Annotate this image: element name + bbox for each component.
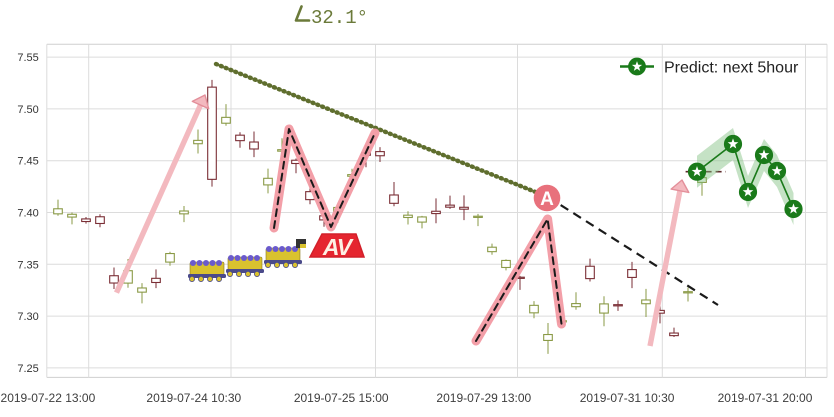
svg-text:2019-07-24 10:30: 2019-07-24 10:30 (146, 391, 241, 405)
svg-text:2019-07-22 13:00: 2019-07-22 13:00 (1, 391, 96, 405)
svg-text:7.50: 7.50 (17, 104, 38, 116)
svg-text:32.1°: 32.1° (311, 7, 368, 29)
svg-text:A: A (540, 189, 554, 210)
svg-text:7.30: 7.30 (17, 311, 38, 323)
svg-text:AV: AV (322, 234, 354, 260)
svg-text:2019-07-29 13:00: 2019-07-29 13:00 (436, 391, 531, 405)
svg-text:2019-07-25 15:00: 2019-07-25 15:00 (294, 391, 389, 405)
svg-text:2019-07-31 10:30: 2019-07-31 10:30 (580, 391, 675, 405)
svg-text:7.40: 7.40 (17, 208, 38, 220)
svg-text:7.45: 7.45 (17, 156, 38, 168)
svg-text:7.25: 7.25 (17, 363, 38, 375)
svg-text:7.55: 7.55 (17, 52, 38, 64)
svg-text:Predict: next 5hour: Predict: next 5hour (664, 60, 799, 77)
svg-text:2019-07-31 20:00: 2019-07-31 20:00 (718, 391, 813, 405)
svg-text:7.35: 7.35 (17, 259, 38, 271)
